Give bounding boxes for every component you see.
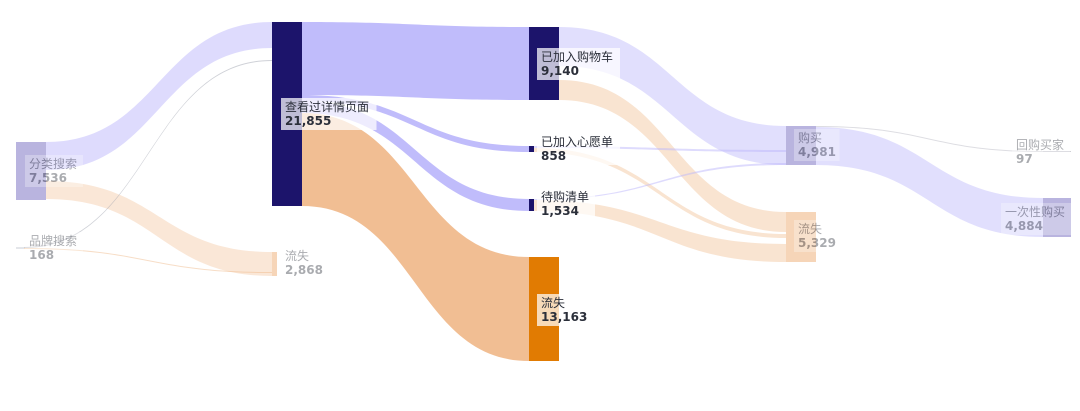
node-value-loss2: 13,163 <box>541 310 587 324</box>
sankey-nodes <box>16 22 1071 361</box>
node-value-loss3: 5,329 <box>798 236 836 250</box>
node-name-detail: 查看过详情页面 <box>285 99 369 114</box>
sankey-labels: 分类搜索7,536品牌搜索168查看过详情页面21,855流失2,868已加入购… <box>25 48 1072 326</box>
node-value-loss1: 2,868 <box>285 263 323 277</box>
node-name-buy: 购买 <box>798 130 822 145</box>
label-background <box>537 133 620 165</box>
node-name-loss1: 流失 <box>285 248 309 263</box>
node-pending <box>529 199 534 211</box>
node-value-detail: 21,855 <box>285 114 331 128</box>
node-value-brand: 168 <box>29 248 54 262</box>
node-name-brand: 品牌搜索 <box>29 233 77 248</box>
link-cat-to-detail <box>46 22 272 170</box>
link-detail-to-cart <box>302 22 529 100</box>
label-background <box>794 220 840 252</box>
node-name-loss2: 流失 <box>541 295 565 310</box>
link-detail-to-loss2 <box>302 113 529 361</box>
label-background <box>537 294 590 326</box>
label-background <box>1001 203 1072 235</box>
node-once <box>1043 198 1071 237</box>
node-value-wish: 858 <box>541 149 566 163</box>
node-value-once: 4,884 <box>1005 219 1043 233</box>
node-name-wish: 已加入心愿单 <box>541 135 613 149</box>
label-background <box>537 48 620 80</box>
node-name-loss3: 流失 <box>798 221 822 236</box>
node-label-buy: 购买4,981 <box>794 129 840 161</box>
node-name-cat: 分类搜索 <box>29 156 77 171</box>
link-brand-to-loss1 <box>24 248 272 273</box>
link-wish-to-loss3 <box>534 148 786 238</box>
node-loss1 <box>272 252 277 276</box>
node-label-loss3: 流失5,329 <box>794 220 840 252</box>
node-loss3 <box>786 212 816 262</box>
node-value-buy: 4,981 <box>798 145 836 159</box>
link-cart-to-loss3 <box>559 80 786 232</box>
node-value-repeat: 97 <box>1016 152 1033 166</box>
node-buy <box>786 126 816 165</box>
node-name-cart: 已加入购物车 <box>541 49 613 64</box>
node-label-loss1: 流失2,868 <box>281 247 327 279</box>
sankey-links <box>24 22 1043 361</box>
node-value-pending: 1,534 <box>541 204 579 218</box>
node-value-cart: 9,140 <box>541 64 579 78</box>
node-cat <box>16 142 46 200</box>
label-background <box>281 98 377 130</box>
link-detail-to-pending <box>302 101 529 211</box>
link-buy-to-repeat <box>816 126 1043 152</box>
label-background <box>1012 136 1070 168</box>
label-background <box>25 155 83 187</box>
link-pending-to-loss3 <box>534 200 786 262</box>
link-cat-to-loss1 <box>46 181 272 276</box>
node-name-once: 一次性购买 <box>1005 204 1065 219</box>
node-repeat <box>1043 151 1071 152</box>
link-brand-to-detail <box>24 60 272 248</box>
node-name-repeat: 回购买家 <box>1016 137 1064 152</box>
link-buy-to-once <box>816 127 1043 237</box>
label-background <box>281 247 327 279</box>
label-background <box>794 129 840 161</box>
link-detail-to-wish <box>302 95 529 152</box>
label-background <box>25 232 83 264</box>
link-pending-to-buy <box>534 163 786 200</box>
node-name-pending: 待购清单 <box>541 189 589 204</box>
node-wish <box>529 146 534 152</box>
label-background <box>537 188 595 220</box>
node-brand <box>16 247 24 249</box>
node-value-cat: 7,536 <box>29 171 67 185</box>
